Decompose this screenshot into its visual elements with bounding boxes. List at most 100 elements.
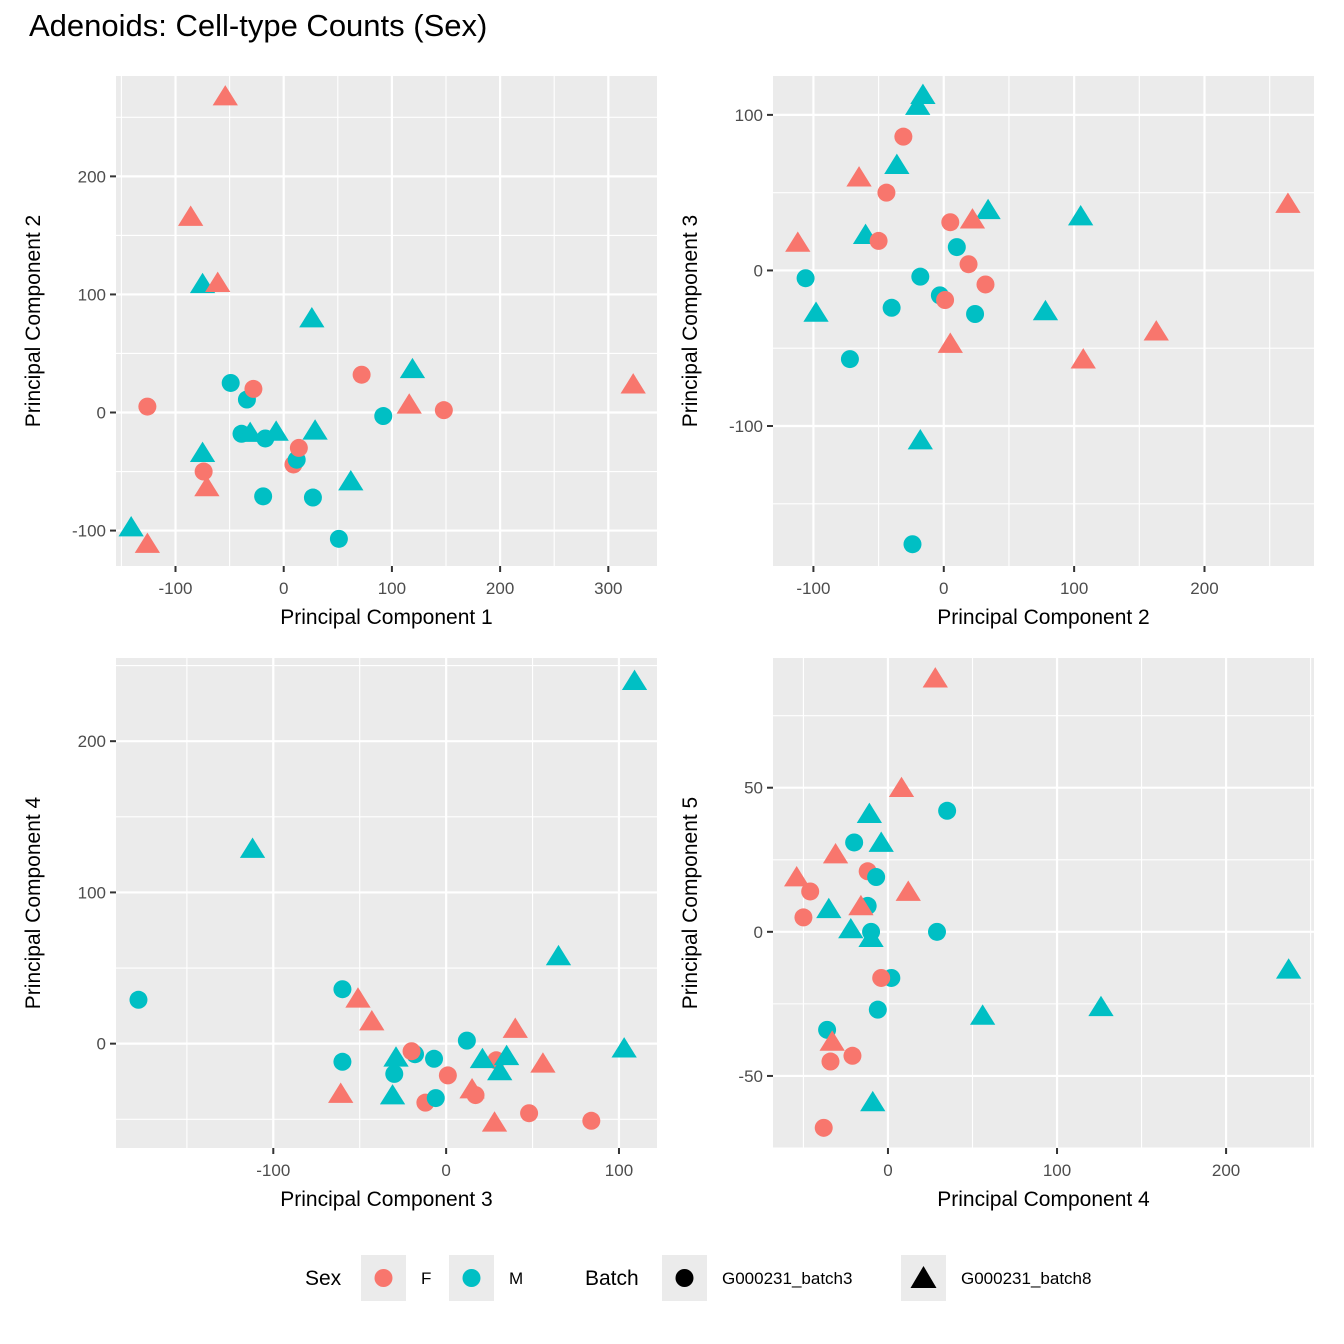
data-point-triangle (545, 944, 572, 966)
y-tick-label: 50 (744, 779, 763, 798)
legend-key-circle (675, 1269, 694, 1287)
legend-title-batch: Batch (585, 1267, 639, 1290)
data-point-triangle (907, 429, 933, 450)
data-point-circle (941, 213, 960, 232)
y-tick-label: 100 (735, 106, 763, 125)
y-axis-title: Principal Component 4 (22, 796, 45, 1009)
data-point-circle (877, 183, 896, 202)
y-tick-label: 100 (78, 883, 106, 902)
x-tick-label: 0 (279, 579, 288, 598)
data-point-triangle (205, 271, 231, 292)
data-point-circle (425, 1049, 444, 1068)
y-axis-title: Principal Component 3 (679, 215, 702, 427)
data-point-circle (352, 365, 371, 384)
data-point-triangle (502, 1017, 528, 1038)
data-point-circle (911, 267, 930, 286)
data-point-triangle (359, 1009, 385, 1031)
x-tick-label: -100 (256, 1161, 290, 1180)
data-point-circle (289, 438, 308, 457)
data-point-circle (976, 275, 995, 294)
data-point-triangle (118, 516, 144, 537)
data-point-triangle (493, 1044, 520, 1066)
data-point-circle (868, 1000, 887, 1019)
data-point-triangle (969, 1004, 996, 1025)
data-point-triangle (888, 776, 915, 798)
data-point-triangle (895, 880, 921, 901)
data-point-triangle (487, 1059, 513, 1081)
y-tick-label: -100 (72, 522, 106, 541)
data-point-circle (244, 379, 263, 398)
data-point-triangle (975, 198, 1001, 220)
x-tick-label: 300 (594, 579, 622, 598)
x-tick-label: -100 (796, 579, 830, 598)
data-point-circle (194, 462, 213, 481)
x-tick-label: 100 (378, 579, 406, 598)
data-point-triangle (1143, 320, 1169, 341)
data-point-circle (457, 1031, 476, 1050)
data-point-triangle (399, 357, 426, 379)
data-point-triangle (868, 831, 894, 852)
data-point-triangle (263, 420, 289, 441)
data-point-circle (333, 980, 352, 999)
data-point-circle (329, 529, 348, 548)
data-point-circle (872, 968, 891, 987)
legend-key-sex-M (462, 1269, 481, 1287)
x-tick-label: 100 (1060, 579, 1088, 598)
data-point-triangle (189, 441, 216, 463)
y-tick-label: 200 (78, 167, 106, 186)
data-point-circle (867, 868, 886, 887)
y-tick-label: 0 (754, 923, 763, 942)
y-tick-label: 0 (97, 1035, 106, 1054)
data-point-triangle (1070, 348, 1096, 369)
x-tick-label: 200 (486, 579, 514, 598)
data-point-circle (129, 990, 148, 1009)
data-point-circle (434, 401, 453, 420)
x-tick-label: 100 (605, 1161, 633, 1180)
y-tick-label: 0 (97, 404, 106, 423)
data-point-circle (385, 1064, 404, 1083)
data-point-triangle (860, 1090, 886, 1112)
data-point-circle (869, 231, 888, 250)
panel-3: -100 0 100 0 100 200 Principal Component 3 Prin… (22, 658, 657, 1211)
data-point-triangle (611, 1037, 637, 1058)
data-point-circle (426, 1089, 445, 1108)
data-point-circle (582, 1111, 601, 1130)
panel-background (773, 658, 1314, 1148)
x-tick-label: 0 (883, 1161, 892, 1180)
data-point-triangle (328, 1082, 354, 1103)
chart-title: Adenoids: Cell-type Counts (Sex) (29, 8, 488, 43)
data-point-triangle (239, 837, 266, 858)
data-point-triangle (396, 393, 422, 414)
x-tick-label: 0 (939, 579, 948, 598)
data-point-circle (438, 1066, 457, 1085)
data-point-circle (938, 801, 957, 820)
data-point-circle (843, 1046, 862, 1065)
data-point-triangle (959, 208, 986, 229)
y-tick-label: 0 (754, 261, 763, 280)
data-point-triangle (848, 894, 874, 916)
data-point-triangle (1068, 205, 1094, 226)
data-point-circle (845, 833, 864, 852)
data-point-triangle (178, 205, 204, 226)
panel-4: 0 100 200 -50 0 50 Principal Component 4 Princi… (679, 658, 1314, 1211)
data-point-triangle (1032, 299, 1059, 321)
data-point-circle (903, 535, 922, 554)
data-point-circle (894, 127, 913, 146)
legend: Sex F M Batch G000231_batch3 G000231_batch8 (305, 1255, 1091, 1301)
data-point-triangle (937, 332, 963, 353)
data-point-circle (927, 922, 946, 941)
data-point-triangle (338, 469, 364, 491)
data-point-triangle (803, 301, 829, 322)
data-point-triangle (905, 94, 931, 115)
data-point-triangle (838, 917, 864, 939)
y-tick-label: 100 (78, 285, 106, 304)
panel-background (773, 76, 1314, 566)
data-point-triangle (469, 1047, 496, 1069)
legend-key-sex-F (374, 1269, 393, 1287)
data-point-triangle (620, 373, 646, 394)
y-tick-label: -50 (738, 1067, 763, 1086)
data-point-circle (840, 350, 859, 369)
data-point-triangle (846, 166, 872, 187)
data-point-triangle (379, 1084, 406, 1105)
data-point-triangle (345, 987, 371, 1008)
